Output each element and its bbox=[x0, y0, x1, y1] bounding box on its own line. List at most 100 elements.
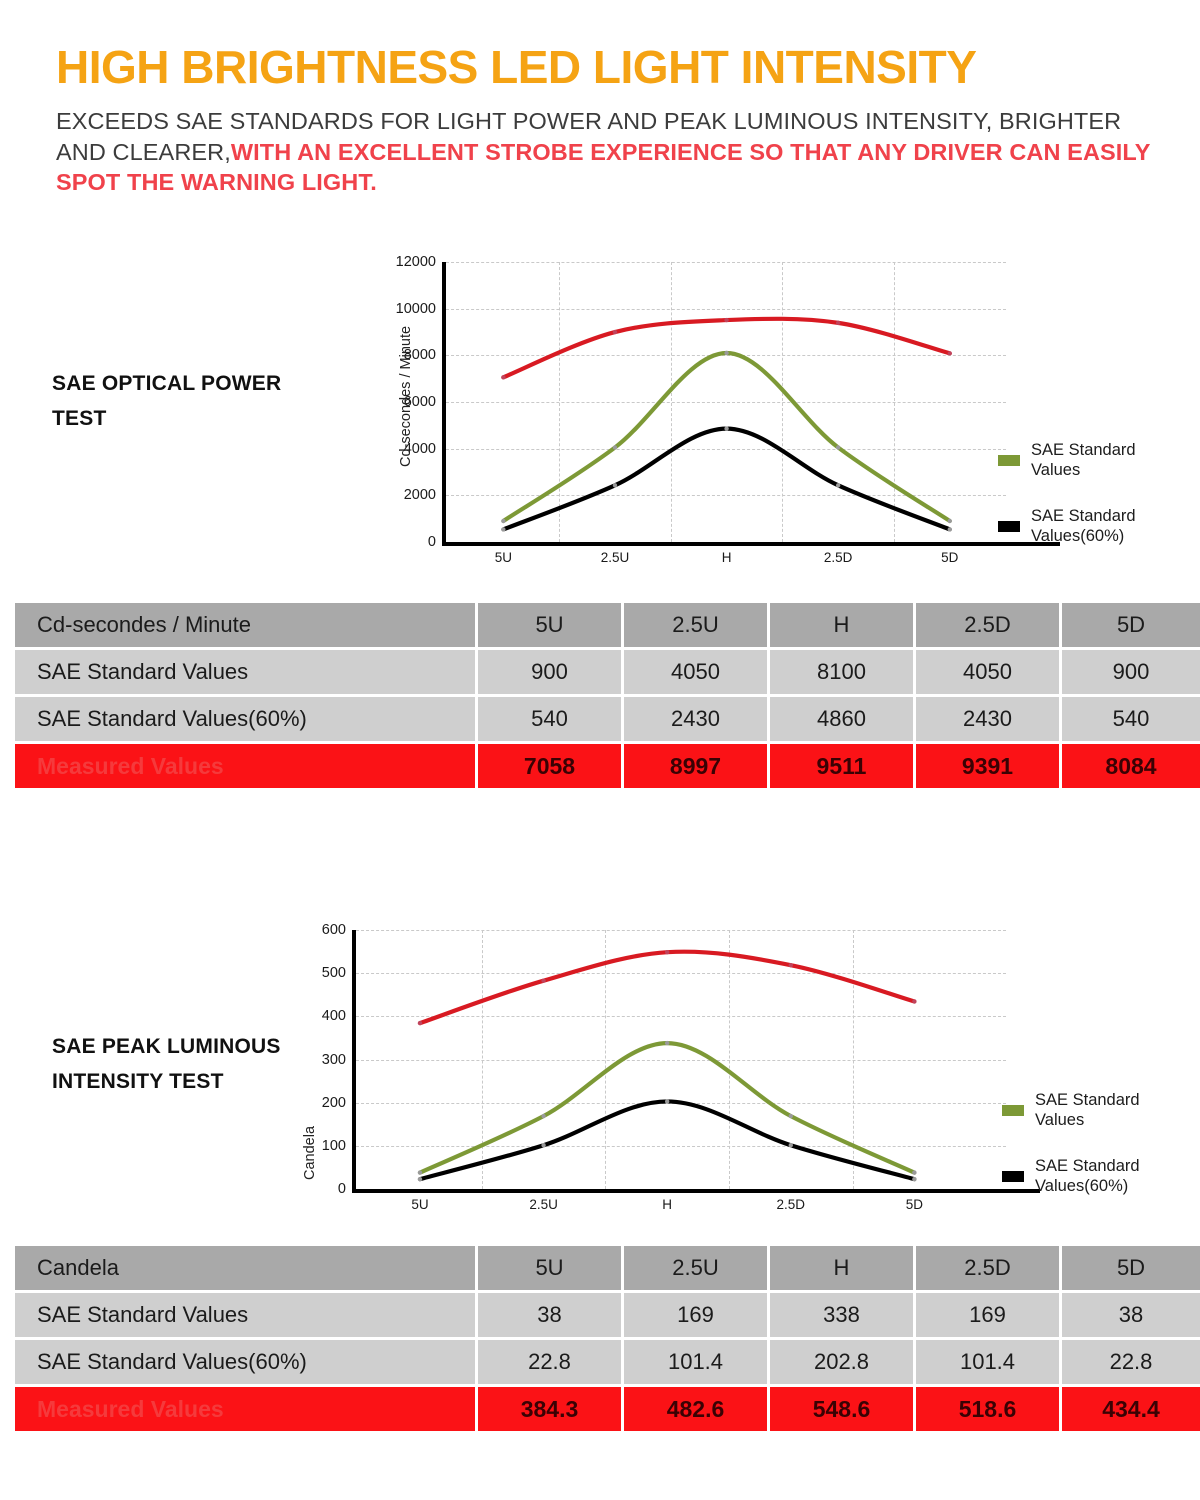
table-cell: 101.4 bbox=[916, 1340, 1059, 1384]
table-cell: 4050 bbox=[916, 650, 1059, 694]
y-axis-title: Cd-secondes / Minute bbox=[398, 325, 414, 467]
table-header-row: Candela 5U 2.5U H 2.5D 5D bbox=[15, 1246, 1200, 1290]
chart-data-point bbox=[612, 483, 618, 488]
section-1-title-line2: TEST bbox=[52, 406, 107, 430]
legend-item: SAE Standard Values(60%) bbox=[1002, 1156, 1140, 1196]
table-header-cell: 5D bbox=[1062, 603, 1200, 647]
chart-gridline-vertical bbox=[728, 930, 730, 1189]
chart-gridline-vertical bbox=[559, 262, 561, 542]
y-axis-title: Candela bbox=[302, 1125, 318, 1180]
table-cell: 338 bbox=[770, 1293, 913, 1337]
table-header-cell: Cd-secondes / Minute bbox=[15, 603, 475, 647]
chart-gridline-horizontal bbox=[446, 495, 1006, 497]
table-header-cell: 5D bbox=[1062, 1246, 1200, 1290]
legend-label-line2: Values bbox=[1035, 1111, 1085, 1130]
table-header-cell: 5U bbox=[478, 603, 621, 647]
row-label: SAE Standard Values bbox=[15, 1293, 475, 1337]
header-block: HIGH BRIGHTNESS LED LIGHT INTENSITY EXCE… bbox=[56, 44, 1166, 198]
chart-gridline-horizontal bbox=[356, 1102, 1006, 1104]
table-cell: 900 bbox=[478, 650, 621, 694]
chart-gridline-vertical bbox=[782, 262, 784, 542]
chart-gridline-horizontal bbox=[446, 402, 1006, 403]
y-axis-tick-label: 4000 bbox=[403, 440, 436, 457]
chart-series-line bbox=[501, 426, 952, 532]
table-row: SAE Standard Values(60%) 22.8 101.4 202.… bbox=[15, 1340, 1200, 1384]
candela-table: Candela 5U 2.5U H 2.5D 5D SAE Standard V… bbox=[12, 1243, 1200, 1434]
section-1-title-line1: SAE OPTICAL POWER bbox=[52, 372, 282, 395]
table-header-cell: 2.5D bbox=[916, 1246, 1059, 1290]
legend-label-line2: Values(60%) bbox=[1035, 1177, 1129, 1196]
table-header-cell: Candela bbox=[15, 1246, 475, 1290]
table-cell: 8084 bbox=[1062, 744, 1200, 788]
chart-data-point bbox=[612, 329, 618, 335]
y-axis-tick-label: 12000 bbox=[395, 254, 436, 270]
optical-power-table: Cd-secondes / Minute 5U 2.5U H 2.5D 5D S… bbox=[12, 600, 1200, 791]
chart-data-point bbox=[417, 1020, 423, 1026]
y-axis-tick-label: 500 bbox=[321, 965, 346, 982]
y-axis-line bbox=[442, 262, 446, 542]
table-cell: 7058 bbox=[478, 744, 621, 788]
chart-data-point bbox=[788, 1113, 793, 1119]
table-cell: 22.8 bbox=[478, 1340, 621, 1384]
table-cell: 2430 bbox=[916, 697, 1059, 741]
y-axis-tick-label: 300 bbox=[321, 1051, 346, 1068]
sae-peak-luminous-intensity-chart: 0 100 200 300 400 500 600 5U 2.5U H 2.5D 5D Candela S… bbox=[290, 912, 1190, 1237]
y-axis-tick-label: 0 bbox=[427, 534, 436, 550]
table-cell: 434.4 bbox=[1062, 1387, 1200, 1431]
section-1-title: SAE OPTICAL POWER TEST bbox=[52, 367, 382, 436]
chart-data-point bbox=[912, 999, 917, 1004]
x-axis-tick-label: H bbox=[662, 1197, 673, 1212]
legend-label-line1: SAE Standard bbox=[1035, 1157, 1140, 1176]
page-subtitle: EXCEEDS SAE STANDARDS FOR LIGHT POWER AN… bbox=[56, 106, 1166, 198]
chart-data-point bbox=[724, 317, 729, 323]
table-header-cell: 2.5U bbox=[624, 1246, 767, 1290]
chart-gridline-horizontal bbox=[356, 1059, 1006, 1061]
table-cell: 4050 bbox=[624, 650, 767, 694]
y-axis-tick-label: 8000 bbox=[403, 347, 436, 364]
row-label: Measured Values bbox=[15, 1387, 475, 1431]
chart-legend: SAE Standard Values SAE Standard Values(60%… bbox=[1002, 1090, 1140, 1223]
table-cell: 518.6 bbox=[916, 1387, 1059, 1431]
x-axis-tick-label: 2.5D bbox=[776, 1197, 806, 1212]
table-row-highlight: Measured Values 384.3 482.6 548.6 518.6 … bbox=[15, 1387, 1200, 1431]
chart-legend: SAE Standard Values SAE Standard Values(60%… bbox=[998, 440, 1136, 573]
chart-data-point bbox=[788, 962, 793, 968]
chart-gridline-horizontal bbox=[356, 1016, 1006, 1018]
chart-gridline-horizontal bbox=[446, 448, 1006, 450]
chart-gridline-vertical bbox=[605, 930, 607, 1189]
x-axis-tick-label: 5D bbox=[941, 550, 959, 565]
legend-item: SAE Standard Values(60%) bbox=[998, 506, 1136, 546]
chart-data-point bbox=[664, 1040, 670, 1046]
table-cell: 548.6 bbox=[770, 1387, 913, 1431]
chart-data-point bbox=[835, 320, 841, 326]
table-cell: 38 bbox=[478, 1293, 621, 1337]
table-cell: 22.8 bbox=[1062, 1340, 1200, 1384]
table-header-cell: H bbox=[770, 603, 913, 647]
chart-gridline-horizontal bbox=[446, 262, 1006, 263]
row-label: SAE Standard Values(60%) bbox=[15, 1340, 475, 1384]
legend-color-swatch bbox=[998, 520, 1020, 532]
table-cell: 482.6 bbox=[624, 1387, 767, 1431]
chart-data-point bbox=[664, 949, 670, 955]
row-label: Measured Values bbox=[15, 744, 475, 788]
legend-color-swatch bbox=[1002, 1170, 1024, 1182]
chart-series-line bbox=[417, 1040, 917, 1175]
page-title: HIGH BRIGHTNESS LED LIGHT INTENSITY bbox=[56, 41, 977, 93]
chart-gridline-vertical bbox=[893, 262, 895, 542]
legend-label: SAE Standard Values bbox=[1031, 440, 1136, 480]
y-axis-line bbox=[352, 930, 356, 1189]
legend-color-swatch bbox=[1002, 1104, 1024, 1116]
section-2-title: SAE PEAK LUMINOUS INTENSITY TEST bbox=[52, 1030, 382, 1099]
table-header-cell: 5U bbox=[478, 1246, 621, 1290]
sae-optical-power-chart: 0 2000 4000 6000 8000 10000 12000 5U 2.5U H 2.5D 5D… bbox=[380, 252, 1180, 587]
chart-data-point bbox=[541, 978, 546, 983]
table-cell: 8997 bbox=[624, 744, 767, 788]
y-axis-tick-label: 10000 bbox=[395, 300, 436, 317]
x-axis-line bbox=[352, 1189, 1040, 1193]
y-axis-tick-label: 100 bbox=[321, 1137, 346, 1154]
chart-gridline-horizontal bbox=[356, 930, 1006, 931]
chart-series-line bbox=[417, 949, 917, 1026]
table-cell: 169 bbox=[916, 1293, 1059, 1337]
legend-label: SAE Standard Values bbox=[1035, 1090, 1140, 1130]
